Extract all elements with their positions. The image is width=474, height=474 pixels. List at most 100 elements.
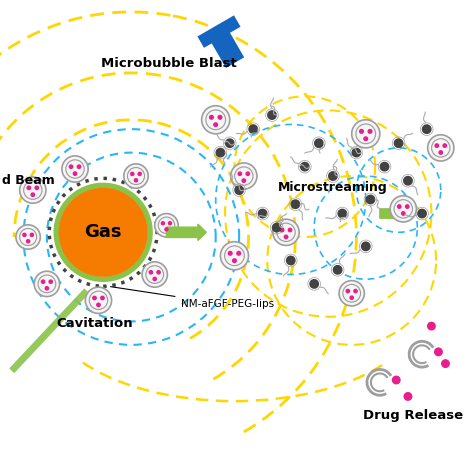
Circle shape	[418, 210, 426, 218]
Circle shape	[20, 177, 46, 203]
Circle shape	[246, 172, 249, 175]
Polygon shape	[198, 15, 240, 48]
Text: Cavitation: Cavitation	[56, 317, 133, 330]
Text: Gas: Gas	[84, 223, 122, 241]
Circle shape	[435, 348, 442, 356]
Circle shape	[30, 233, 33, 237]
Circle shape	[366, 195, 374, 204]
Circle shape	[155, 214, 178, 237]
Circle shape	[422, 125, 431, 133]
Text: Drug Release: Drug Release	[363, 409, 463, 422]
Circle shape	[352, 120, 380, 148]
Circle shape	[350, 296, 353, 300]
Circle shape	[216, 148, 225, 157]
FancyArrow shape	[380, 206, 408, 221]
Circle shape	[168, 222, 172, 225]
Circle shape	[16, 225, 40, 249]
Circle shape	[404, 392, 412, 400]
Circle shape	[273, 223, 281, 232]
Circle shape	[286, 256, 295, 264]
Circle shape	[428, 135, 454, 161]
Circle shape	[214, 123, 218, 127]
FancyArrow shape	[166, 224, 206, 240]
Circle shape	[35, 186, 38, 190]
Circle shape	[31, 193, 35, 196]
Circle shape	[233, 259, 236, 263]
Circle shape	[157, 271, 160, 274]
Circle shape	[354, 290, 357, 293]
Circle shape	[401, 212, 405, 215]
Circle shape	[62, 156, 88, 182]
Circle shape	[27, 240, 30, 243]
Circle shape	[280, 228, 284, 232]
Circle shape	[406, 205, 409, 208]
Circle shape	[210, 116, 213, 119]
Circle shape	[404, 176, 412, 185]
Text: Microbubble Blast: Microbubble Blast	[101, 57, 237, 70]
Circle shape	[45, 287, 48, 290]
Circle shape	[201, 106, 230, 134]
Circle shape	[362, 242, 370, 251]
Circle shape	[138, 173, 141, 175]
Circle shape	[328, 172, 337, 180]
Circle shape	[85, 287, 111, 313]
Circle shape	[131, 173, 134, 175]
Circle shape	[301, 163, 309, 171]
Circle shape	[226, 139, 234, 147]
Circle shape	[291, 200, 300, 209]
Circle shape	[288, 228, 292, 232]
Polygon shape	[210, 31, 244, 68]
Circle shape	[315, 139, 323, 147]
Circle shape	[97, 303, 100, 307]
Circle shape	[228, 252, 232, 255]
Circle shape	[398, 205, 401, 208]
Circle shape	[27, 186, 30, 190]
Circle shape	[439, 151, 443, 154]
Circle shape	[333, 265, 342, 274]
Circle shape	[237, 252, 240, 255]
Circle shape	[360, 129, 364, 133]
Circle shape	[352, 148, 361, 157]
Circle shape	[428, 322, 435, 330]
Circle shape	[231, 163, 257, 189]
Circle shape	[23, 233, 26, 237]
Circle shape	[69, 165, 73, 168]
Circle shape	[435, 144, 438, 147]
Text: d Beam: d Beam	[2, 174, 55, 187]
Circle shape	[34, 271, 60, 297]
Circle shape	[273, 219, 299, 246]
Text: NM-aFGF-PEG-lips: NM-aFGF-PEG-lips	[110, 287, 273, 310]
Circle shape	[364, 137, 367, 141]
Circle shape	[101, 296, 104, 300]
Circle shape	[339, 281, 365, 306]
Circle shape	[368, 129, 372, 133]
Circle shape	[443, 144, 447, 147]
Circle shape	[153, 277, 156, 281]
Circle shape	[77, 165, 81, 168]
Circle shape	[268, 111, 276, 119]
Circle shape	[220, 242, 248, 270]
Circle shape	[394, 139, 403, 147]
Circle shape	[258, 210, 267, 218]
Text: Microstreaming: Microstreaming	[278, 181, 388, 194]
Circle shape	[165, 228, 168, 231]
Circle shape	[238, 172, 242, 175]
Circle shape	[73, 172, 77, 175]
Circle shape	[310, 280, 319, 288]
Circle shape	[135, 179, 137, 182]
Circle shape	[161, 222, 164, 225]
Circle shape	[142, 262, 167, 287]
Circle shape	[59, 188, 148, 277]
Circle shape	[218, 116, 222, 119]
Circle shape	[390, 196, 416, 222]
Circle shape	[346, 290, 349, 293]
Circle shape	[249, 125, 257, 133]
Circle shape	[124, 164, 148, 188]
Circle shape	[41, 280, 45, 283]
Circle shape	[392, 376, 400, 384]
Circle shape	[49, 280, 52, 283]
Circle shape	[242, 179, 246, 182]
Circle shape	[284, 235, 288, 238]
Circle shape	[93, 296, 96, 300]
Circle shape	[149, 271, 153, 274]
